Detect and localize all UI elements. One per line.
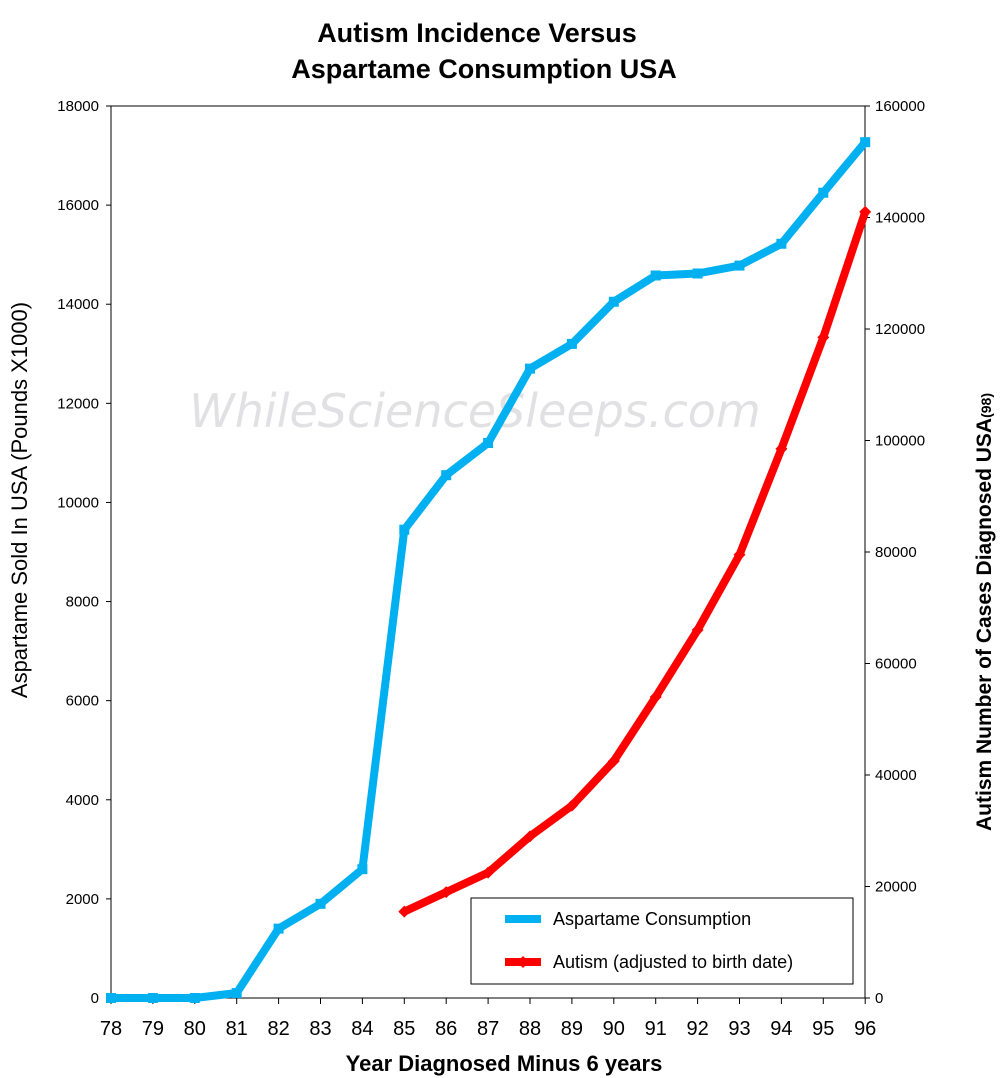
x-tick-label: 93	[728, 1018, 750, 1040]
x-tick-label: 83	[309, 1018, 331, 1040]
right-tick-label: 0	[875, 990, 883, 1007]
legend-label-aspartame: Aspartame Consumption	[553, 909, 751, 929]
aspartame-data-point	[147, 993, 158, 1003]
autism-data-point	[817, 331, 830, 344]
x-tick-label: 95	[812, 1018, 834, 1040]
aspartame-data-point	[818, 187, 829, 198]
x-tick-label: 80	[184, 1018, 206, 1040]
autism-data-point	[859, 205, 872, 218]
x-tick-label: 78	[100, 1018, 122, 1040]
x-tick-label: 87	[477, 1018, 499, 1040]
autism-data-point	[649, 690, 662, 703]
aspartame-data-point	[357, 864, 368, 875]
autism-data-point	[691, 624, 704, 637]
right-axis-ticks: 0 20000 40000 60000 80000 100000 120000 140000 1…	[865, 98, 925, 1007]
x-tick-label: 96	[854, 1018, 876, 1040]
autism-series-line	[400, 207, 870, 916]
right-tick-label: 140000	[875, 210, 925, 227]
left-tick-label: 4000	[66, 792, 99, 809]
left-tick-label: 6000	[66, 693, 99, 710]
aspartame-data-point	[608, 296, 619, 307]
autism-data-point	[440, 886, 453, 899]
aspartame-data-point	[525, 363, 535, 374]
left-tick-label: 16000	[57, 197, 99, 214]
aspartame-data-point	[315, 898, 326, 909]
aspartame-data-point	[399, 524, 410, 535]
aspartame-data-point	[273, 923, 284, 934]
aspartame-data-point	[189, 993, 200, 1003]
left-tick-label: 2000	[66, 891, 99, 908]
aspartame-data-point	[734, 260, 745, 271]
legend-box	[470, 897, 854, 985]
y-axis-right-title-main: Autism Number of Cases Diagnosed USA	[973, 418, 996, 831]
chart-title-line-1: Autism Incidence Versus	[317, 18, 637, 48]
autism-data-point	[482, 866, 495, 879]
x-tick-label: 82	[267, 1018, 289, 1040]
right-tick-label: 120000	[875, 321, 925, 338]
aspartame-data-point	[776, 238, 787, 249]
left-axis-ticks: 0 2000 4000 6000 8000 10000 12000 14000 16000 180…	[57, 98, 111, 1007]
left-tick-label: 18000	[57, 98, 99, 115]
aspartame-data-point	[231, 988, 242, 999]
series-layer	[106, 137, 872, 1003]
x-axis-ticks: 78 79 80 81 82 83 84 85 86 87 88 89 90 91 92 93 94 95 96	[100, 998, 876, 1040]
x-tick-label: 91	[645, 1018, 667, 1040]
aspartame-data-point	[441, 470, 452, 481]
left-tick-label: 8000	[66, 594, 99, 611]
x-tick-label: 79	[142, 1018, 164, 1040]
right-tick-label: 20000	[875, 879, 917, 896]
x-tick-label: 84	[351, 1018, 373, 1040]
x-tick-label: 89	[561, 1018, 583, 1040]
right-tick-label: 100000	[875, 433, 925, 450]
left-tick-label: 0	[91, 990, 99, 1007]
x-tick-label: 86	[435, 1018, 457, 1040]
legend-label-autism: Autism (adjusted to birth date)	[553, 952, 793, 972]
legend-marker-autism	[517, 956, 529, 968]
x-tick-label: 88	[519, 1018, 541, 1040]
left-tick-label: 14000	[57, 296, 99, 313]
autism-data-point	[733, 548, 746, 561]
chart-title-line-2: Aspartame Consumption USA	[291, 54, 677, 84]
x-tick-label: 92	[686, 1018, 708, 1040]
right-tick-label: 160000	[875, 98, 925, 115]
left-tick-label: 10000	[57, 494, 99, 511]
autism-data-point	[565, 799, 578, 812]
aspartame-data-point	[483, 437, 494, 448]
aspartame-data-point	[106, 993, 116, 1003]
right-tick-label: 80000	[875, 544, 917, 561]
legend: Aspartame Consumption Autism (adjusted t…	[470, 897, 854, 985]
y-axis-left-title: Aspartame Sold In USA (Pounds X1000)	[7, 302, 32, 698]
aspartame-data-point	[566, 338, 577, 349]
x-tick-label: 85	[393, 1018, 415, 1040]
left-tick-label: 12000	[57, 395, 99, 412]
autism-data-point	[607, 755, 620, 768]
x-tick-label: 94	[770, 1018, 792, 1040]
aspartame-data-point	[650, 270, 661, 281]
x-tick-label: 90	[603, 1018, 625, 1040]
right-tick-label: 40000	[875, 767, 917, 784]
aspartame-data-point	[692, 268, 703, 279]
autism-data-point	[775, 442, 788, 455]
autism-data-point	[524, 830, 536, 843]
legend-marker-aspartame	[519, 915, 527, 923]
autism-data-point	[398, 905, 411, 918]
x-tick-label: 81	[226, 1018, 248, 1040]
y-axis-right-title-sub: (98)	[978, 393, 994, 418]
y-axis-right-title: Autism Number of Cases Diagnosed USA(98)	[973, 393, 996, 831]
watermark-text: WhileScienceSleeps.com	[189, 384, 760, 438]
x-axis-title: Year Diagnosed Minus 6 years	[346, 1051, 663, 1076]
aspartame-data-point	[860, 137, 871, 148]
right-tick-label: 60000	[875, 656, 917, 673]
